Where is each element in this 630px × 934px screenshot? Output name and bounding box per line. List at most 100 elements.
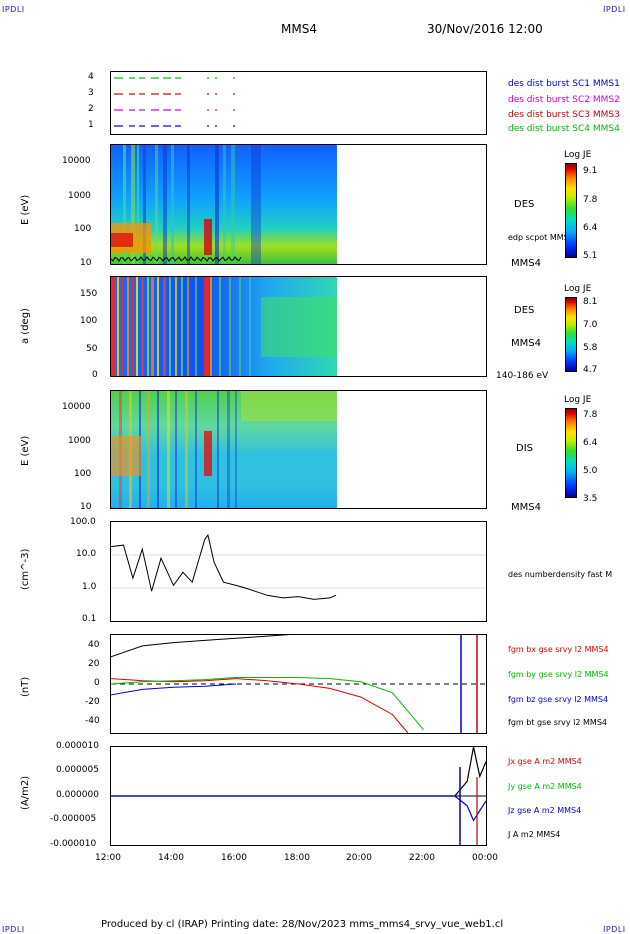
time-tick-0000: 00:00 [472,853,498,863]
current-series-1 [111,795,487,822]
spectrogram-stripe [111,277,115,376]
avail-ytick-4: 4 [88,72,94,82]
bfield-legend-bt: fgm bt gse srvy l2 MMS4 [508,718,607,727]
des-energy-overlay-label: edp scpot MMS4 [508,233,574,242]
spectrogram-stripe [249,277,251,376]
availability-plot [114,77,235,127]
dis-energy-ytick-1000: 1000 [68,436,91,446]
spacecraft-title: MMS4 [281,22,317,36]
current-legend-j: J A m2 MMS4 [508,830,561,839]
bfield-series-3 [110,632,308,658]
spectrogram-stripe [151,277,154,376]
spectrogram-stripe [204,277,209,376]
spectrogram-stripe [121,277,124,376]
avail-ytick-2: 2 [88,104,94,114]
bfield-ytick-40: 40 [88,640,100,650]
time-tick-2000: 20:00 [346,853,372,863]
magnetic-field-plot [110,632,486,734]
des-energy-craft-label: MMS4 [511,258,541,269]
current-ytick-neg5: -0.000005 [50,814,97,824]
corner-label-top-right: IPDLI [603,5,626,14]
des-pitch-cb-tick-2: 5.8 [583,343,598,353]
corner-label-bottom-left: IPDLI [2,925,25,934]
des-pitch-ytick-50: 50 [86,344,98,354]
magnetic-field-panel [110,632,487,734]
des-energy-colorbar [565,163,577,258]
bfield-ylabel: (nT) [20,676,31,697]
des-pitch-spectrogram [111,277,337,376]
date-time-title: 30/Nov/2016 12:00 [427,22,543,36]
des-energy-ytick-10: 10 [80,258,92,268]
time-tick-1600: 16:00 [221,853,247,863]
spectrogram-stripe [227,391,230,508]
density-ytick-0-1: 0.1 [82,614,97,624]
spectrogram-stripe [163,277,166,376]
des-pitch-label: DES [514,305,535,316]
des-pitch-cb-tick-3: 4.7 [583,365,598,375]
des-energy-ylabel: E (eV) [20,194,31,225]
density-ytick-1: 1.0 [82,582,97,592]
des-pitch-ytick-100: 100 [80,316,98,326]
spectrogram-stripe [175,277,177,376]
current-panel [110,746,487,846]
spectrogram-stripe [239,277,241,376]
dis-energy-ytick-100: 100 [74,469,92,479]
spectrogram-stripe [167,391,170,508]
time-tick-1200: 12:00 [95,853,121,863]
bfield-ytick-0: 0 [94,678,100,688]
density-ylabel: (cm^-3) [20,548,31,590]
density-ytick-100: 100.0 [70,517,96,527]
density-plot [110,533,486,600]
dis-energy-craft-label: MMS4 [511,502,541,513]
spectrogram-stripe [147,277,149,376]
current-ytick-neg10: -0.000010 [50,839,97,849]
des-energy-ytick-100: 100 [74,224,92,234]
bfield-series-1 [110,677,424,731]
avail-ytick-3: 3 [88,88,94,98]
dis-energy-colorbar [565,408,577,498]
spectrogram-stripe [131,277,134,376]
des-energy-spectrogram [110,145,337,264]
time-tick-1800: 18:00 [284,853,310,863]
current-plot [111,746,487,845]
des-pitch-ytick-0: 0 [92,370,98,380]
dis-energy-label: DIS [516,443,533,454]
dis-energy-ytick-10000: 10000 [62,402,91,412]
spectrogram-stripe [171,145,174,264]
time-tick-2200: 22:00 [409,853,435,863]
des-pitch-ytick-150: 150 [80,289,98,299]
dis-energy-panel [110,390,487,509]
spectrogram-stripe [131,145,135,264]
spectrogram-stripe [163,145,167,264]
dis-energy-ytick-10: 10 [80,502,92,512]
spectrogram-stripe [185,391,188,508]
des-pitch-energy-range: 140-186 eV [496,371,549,381]
dis-energy-cb-tick-0: 7.8 [583,410,598,420]
spectrogram-stripe [157,391,159,508]
current-ytick-pos10: 0.000010 [56,741,99,751]
spectrogram-stripe [251,145,261,264]
current-ylabel: (A/m2) [20,775,31,810]
des-energy-cb-tick-1: 7.8 [583,195,598,205]
des-energy-ytick-1000: 1000 [68,191,91,201]
dis-energy-cb-tick-1: 6.4 [583,438,598,448]
avail-legend-mms1: des dist burst SC1 MMS1 [508,79,620,89]
availability-panel [110,71,487,135]
des-energy-cb-tick-0: 9.1 [583,166,598,176]
spectrogram-stripe [147,391,150,508]
spectrogram-stripe [127,277,129,376]
bfield-legend-bx: fgm bx gse srvy l2 MMS4 [508,645,609,654]
spectrogram-stripe [117,277,119,376]
des-pitch-cb-tick-0: 8.1 [583,297,598,307]
density-panel [110,521,487,622]
spectrogram-stripe [223,145,226,264]
spectrogram-stripe [175,391,177,508]
dis-energy-ylabel: E (eV) [20,435,31,466]
spectrogram-stripe [210,277,212,376]
corner-label-top-left: IPDLI [2,5,25,14]
dis-energy-spectrogram [111,391,337,508]
spectrogram-stripe [137,145,139,264]
current-legend-jy: Jy gse A m2 MMS4 [508,782,582,791]
des-pitch-colorbar [565,297,577,372]
current-legend-jx: Jx gse A m2 MMS4 [508,757,582,766]
